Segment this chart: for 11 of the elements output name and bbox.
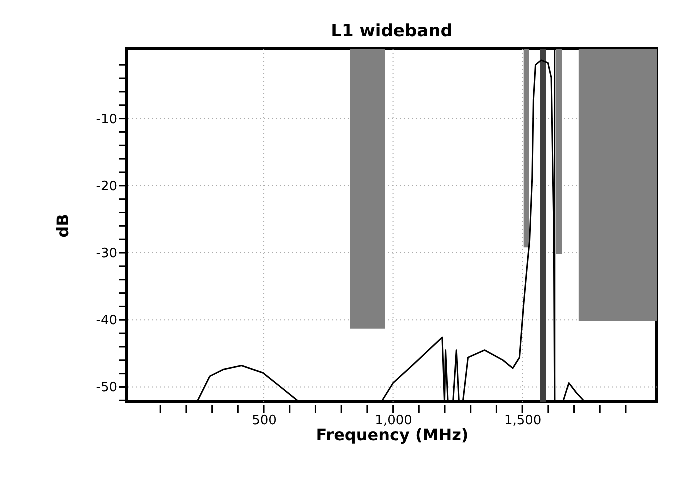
chart-title: L1 wideband xyxy=(331,21,453,42)
y-tick-label: -10 xyxy=(96,112,118,128)
y-axis-title: dB xyxy=(53,214,72,238)
x-axis-title: Frequency (MHz) xyxy=(316,426,469,444)
y-tick-label: -40 xyxy=(96,314,118,329)
x-tick-label: 500 xyxy=(252,414,277,428)
x-tick-label: 1,000 xyxy=(375,414,412,428)
y-tick-label: -30 xyxy=(96,246,118,262)
x-tick-label: 1,500 xyxy=(504,414,542,428)
y-tick-label: -20 xyxy=(96,179,118,194)
y-tick-label: -50 xyxy=(96,380,118,396)
